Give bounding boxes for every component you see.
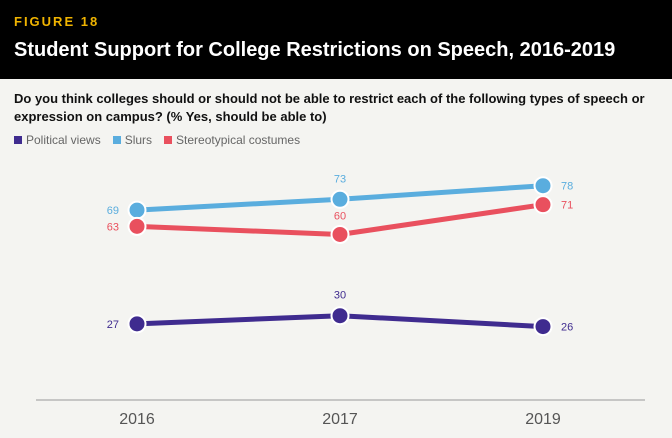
chart-title: Student Support for College Restrictions… <box>14 39 616 61</box>
data-point-political <box>330 306 350 326</box>
legend-item-political: Political views <box>14 133 101 147</box>
data-label-political: 27 <box>107 319 119 331</box>
legend-label-political: Political views <box>26 133 101 147</box>
data-point-costumes <box>127 216 147 236</box>
data-point-political <box>127 314 147 334</box>
header-banner: FIGURE 18 Student Support for College Re… <box>0 0 672 79</box>
data-label-political: 26 <box>561 322 573 334</box>
legend-swatch-political <box>14 136 22 144</box>
data-point-costumes <box>533 195 553 215</box>
data-point-slurs <box>533 176 553 196</box>
data-label-costumes: 71 <box>561 200 573 212</box>
x-tick-label: 2019 <box>525 411 561 428</box>
legend-swatch-costumes <box>164 136 173 144</box>
legend: Political views Slurs Stereotypical cost… <box>14 133 300 147</box>
data-label-slurs: 73 <box>334 173 346 185</box>
data-label-costumes: 60 <box>334 210 346 222</box>
data-label-slurs: 69 <box>107 205 119 217</box>
x-tick-label: 2016 <box>119 411 155 428</box>
data-label-costumes: 63 <box>107 221 119 233</box>
data-label-slurs: 78 <box>561 181 573 193</box>
x-tick-label: 2017 <box>322 411 358 428</box>
data-point-political <box>533 317 553 337</box>
legend-item-slurs: Slurs <box>112 133 153 147</box>
survey-question: Do you think colleges should or should n… <box>14 91 645 124</box>
figure-label: FIGURE 18 <box>14 14 100 29</box>
legend-swatch-slurs <box>112 136 121 144</box>
data-label-political: 30 <box>334 290 346 302</box>
data-point-slurs <box>330 189 350 209</box>
legend-label-slurs: Slurs <box>124 133 153 147</box>
data-point-slurs <box>127 200 147 220</box>
legend-item-costumes: Stereotypical costumes <box>164 133 300 147</box>
legend-label-costumes: Stereotypical costumes <box>176 133 301 147</box>
data-point-costumes <box>330 224 350 244</box>
